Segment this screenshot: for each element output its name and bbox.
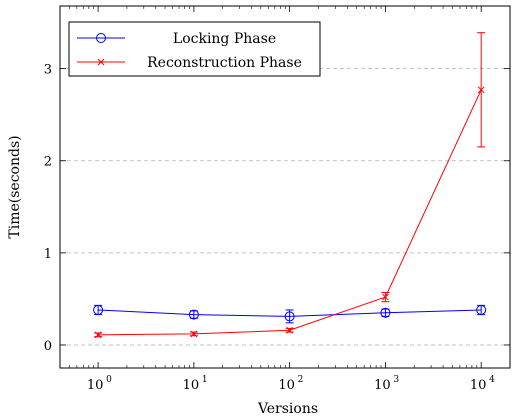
y-tick-label: 2 [44,155,52,170]
y-tick-label: 0 [44,339,52,354]
x-tick-label: 10 [87,378,104,393]
plot-series [94,33,486,338]
x-tick-exponent: 1 [202,375,208,385]
x-tick-label: 10 [183,378,200,393]
series-line [98,90,481,335]
x-tick-label: 10 [278,378,295,393]
x-tick-exponent: 0 [106,375,112,385]
x-tick-label: 10 [470,378,487,393]
legend-entry: Locking Phase [173,31,276,47]
y-tick-label: 3 [44,63,52,78]
y-axis-label: Time(seconds) [7,135,23,238]
grid-lines [60,69,510,345]
legend: Locking Phase Reconstruction Phase [69,22,320,76]
x-tick-label: 10 [374,378,391,393]
y-tick-label: 1 [44,247,52,262]
x-tick-exponent: 4 [489,375,495,385]
x-tick-exponent: 2 [298,375,304,385]
x-axis-label: Versions [257,401,318,417]
x-tick-exponent: 3 [393,375,399,385]
legend-entry: Reconstruction Phase [147,55,302,71]
